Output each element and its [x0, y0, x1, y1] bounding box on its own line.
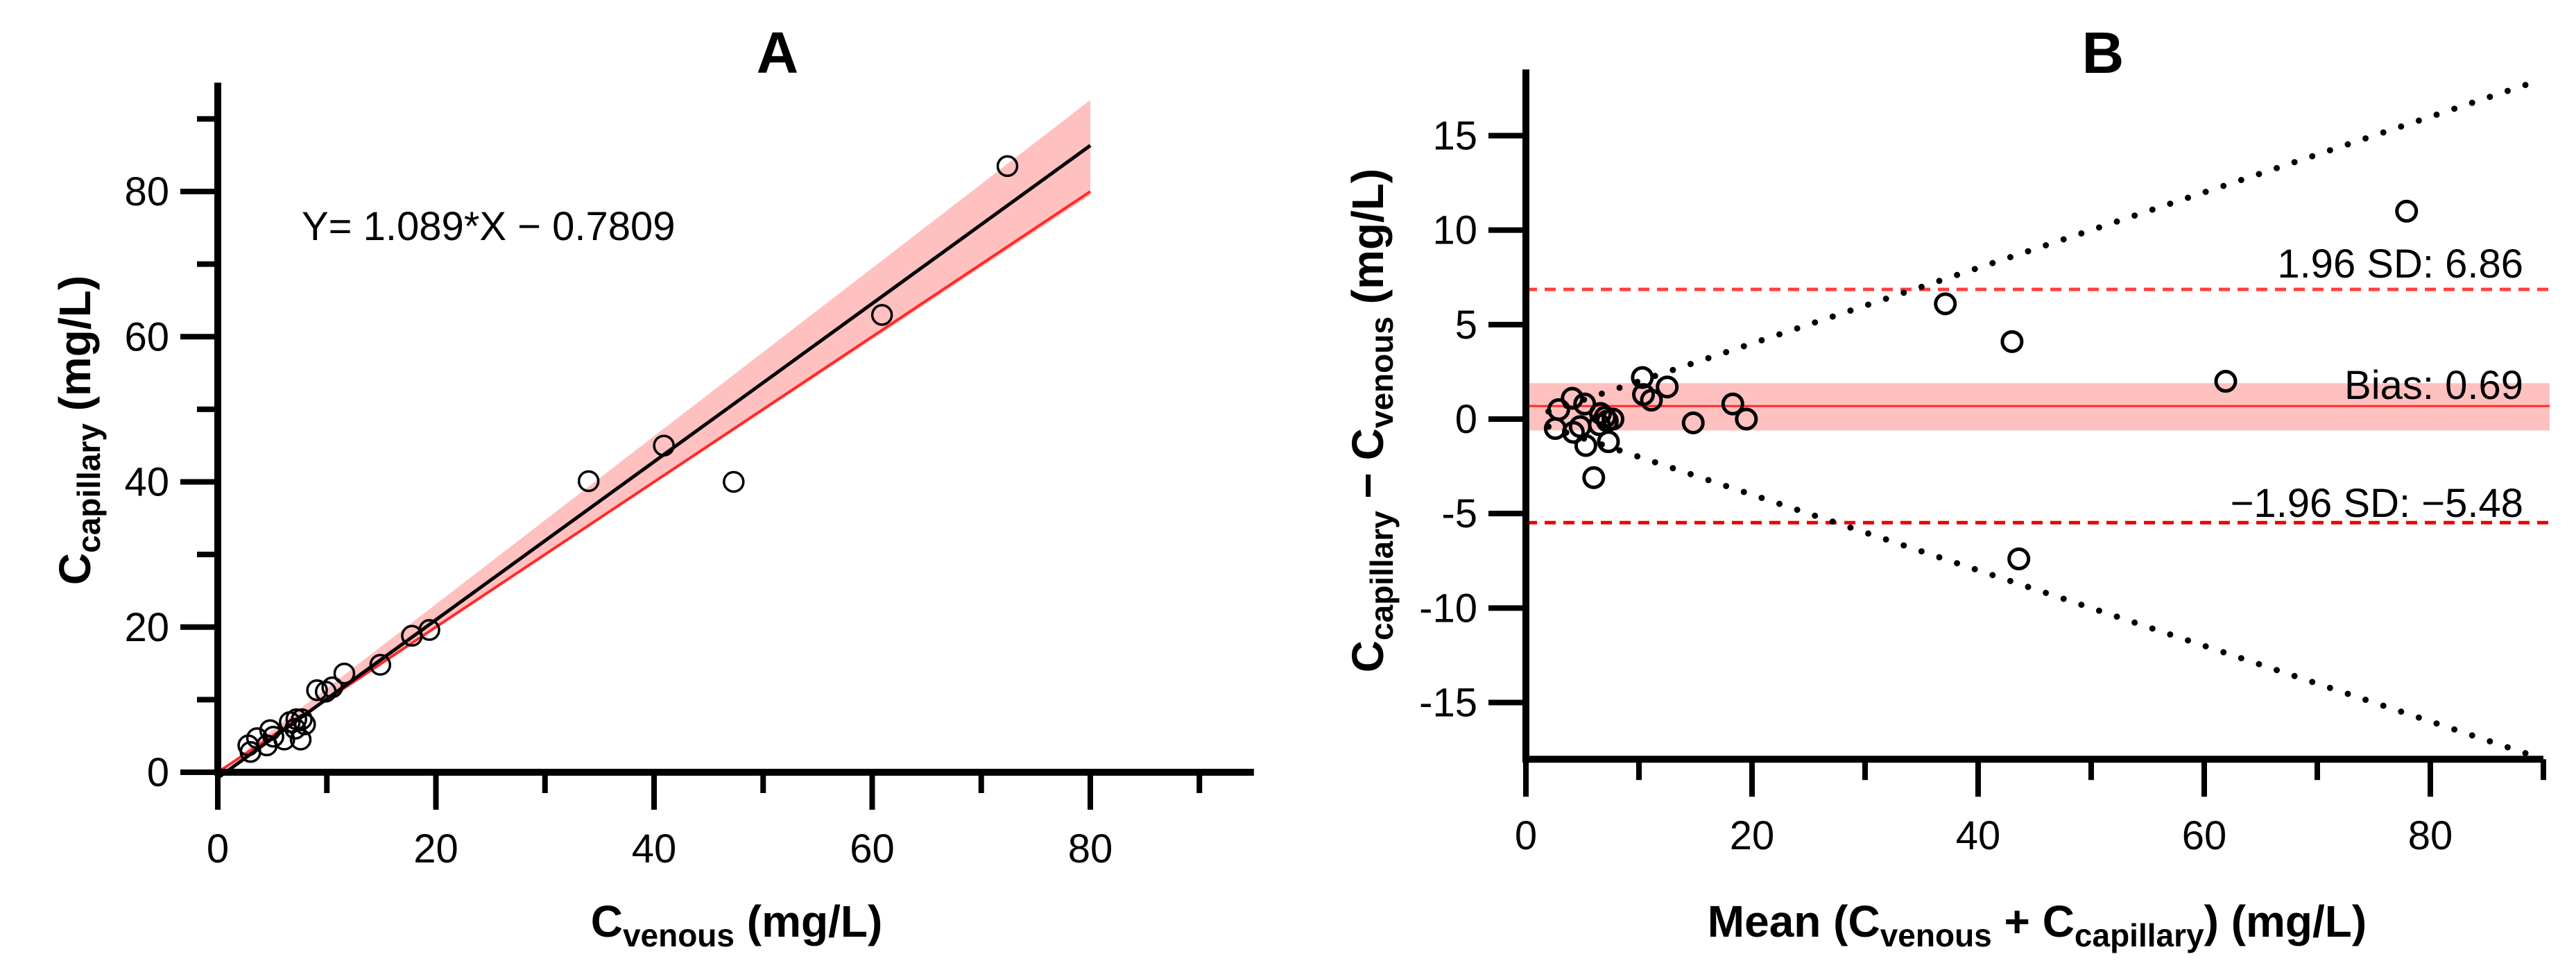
x-tick-label: 80: [1068, 826, 1113, 871]
y-tick-label: 15: [1432, 114, 1477, 159]
y-axis-title-a: Ccapillary (mg/L): [50, 275, 107, 585]
data-point: [2395, 199, 2419, 223]
y-tick-label: 10: [1432, 208, 1477, 253]
data-point: [1934, 292, 1957, 316]
regression-line: [216, 144, 1092, 780]
data-point: [1593, 405, 1617, 429]
data-point: [314, 681, 337, 703]
x-tick-label: 40: [632, 826, 677, 871]
y-tick-label: 0: [1455, 397, 1477, 442]
y-tick-label: -10: [1419, 586, 1477, 631]
x-axis-title-a: Cvenous (mg/L): [591, 896, 883, 953]
upper-loa-label: 1.96 SD: 6.86: [2277, 241, 2523, 287]
data-point: [401, 624, 423, 647]
identity-line: [216, 190, 1092, 774]
data-point: [653, 434, 675, 457]
data-point: [2214, 370, 2238, 393]
confidence-band: [218, 100, 1090, 773]
data-point: [1631, 366, 1654, 389]
data-point: [285, 708, 307, 731]
x-tick-label: 60: [850, 826, 895, 871]
data-point: [577, 470, 600, 493]
x-tick-label: 0: [207, 826, 229, 871]
data-point: [1597, 430, 1620, 454]
data-point: [1582, 466, 1606, 489]
data-point: [2000, 330, 2024, 353]
data-point: [2007, 547, 2031, 571]
panel-a: A 0 20 40 60 80 0 20 40 60 80 Y= 1.089*X − 0.7809…: [50, 20, 1254, 953]
x-tick-label: 0: [1515, 813, 1537, 858]
y-tick-label: 40: [124, 460, 169, 505]
y-tick-label: 5: [1455, 303, 1477, 348]
data-point: [1656, 375, 1679, 399]
x-tick-label: 20: [1730, 813, 1775, 858]
panel-a-title: A: [757, 20, 799, 85]
data-point: [306, 679, 328, 701]
data-point: [1561, 420, 1585, 444]
data-point: [870, 304, 893, 326]
data-point: [996, 155, 1019, 178]
data-point: [1640, 389, 1663, 412]
x-tick-label: 80: [2408, 813, 2453, 858]
data-point: [369, 654, 392, 676]
y-tick-label: -15: [1419, 681, 1477, 726]
data-point: [284, 717, 307, 740]
y-tick-label: 20: [124, 605, 169, 650]
data-point: [1681, 411, 1705, 434]
data-point: [1721, 392, 1744, 416]
data-point: [723, 470, 745, 493]
lower-prediction-line: [1545, 423, 2536, 759]
data-point: [239, 740, 261, 763]
regression-equation: Y= 1.089*X − 0.7809: [302, 204, 676, 249]
x-axis-title-b: Mean (Cvenous + Ccapillary) (mg/L): [1708, 896, 2367, 953]
data-point: [1574, 434, 1597, 457]
bias-label: Bias: 0.69: [2344, 363, 2523, 408]
y-axis-title-b: Ccapillary − Cvenous (mg/L): [1343, 169, 1400, 672]
x-tick-label: 20: [413, 826, 458, 871]
y-tick-label: 60: [124, 314, 169, 359]
data-point: [333, 662, 356, 685]
y-tick-label: 80: [124, 169, 169, 214]
panel-b-title: B: [2082, 20, 2124, 85]
upper-prediction-line: [1545, 79, 2536, 415]
x-tick-label: 40: [1956, 813, 2001, 858]
x-tick-label: 60: [2182, 813, 2227, 858]
data-point: [1561, 386, 1584, 410]
data-point: [1735, 407, 1758, 431]
lower-loa-label: −1.96 SD: −5.48: [2231, 481, 2523, 526]
y-tick-label: 0: [147, 750, 169, 795]
data-point: [321, 676, 343, 699]
y-tick-label: -5: [1441, 491, 1477, 536]
